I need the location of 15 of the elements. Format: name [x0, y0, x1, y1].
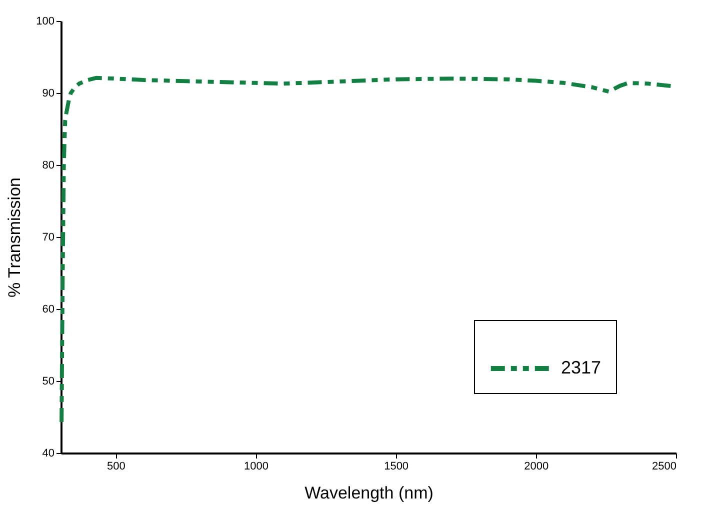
x-tick-label: 1000	[244, 460, 268, 472]
y-tick-label: 70	[42, 232, 54, 244]
legend-label: 2317	[561, 358, 602, 378]
y-tick-label: 80	[42, 160, 54, 172]
y-axis-title: % Transmission	[5, 178, 24, 298]
x-tick-label: 500	[106, 460, 126, 472]
y-tick-label: 50	[42, 376, 54, 388]
y-tick-label: 100	[36, 16, 54, 28]
y-tick-label: 40	[42, 448, 54, 460]
y-tick-label: 60	[42, 304, 54, 316]
x-tick-label: 2500	[652, 460, 676, 472]
x-axis-title: Wavelength (nm)	[304, 484, 434, 502]
x-tick-label: 1500	[384, 460, 409, 472]
x-tick-label: 2000	[524, 460, 549, 472]
y-tick-label: 90	[42, 88, 54, 100]
